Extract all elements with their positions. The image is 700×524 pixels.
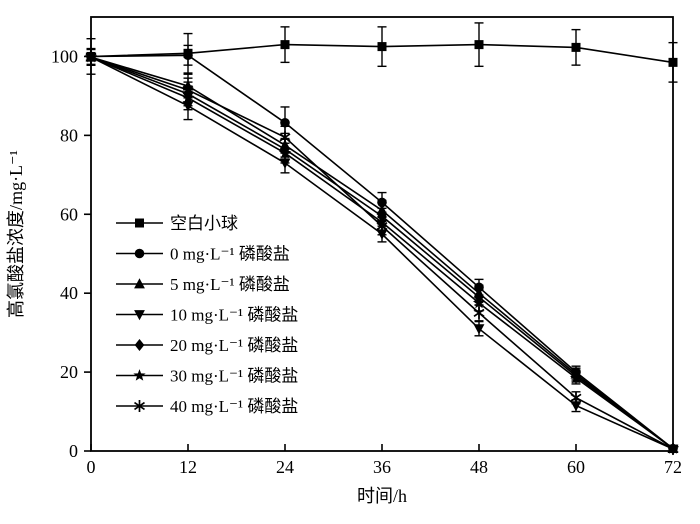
- x-tick-label: 48: [470, 457, 488, 477]
- data-point-marker-square: [571, 42, 581, 52]
- data-point-marker-triangle-up: [134, 278, 145, 289]
- y-tick-label: 40: [60, 283, 78, 303]
- data-point-marker-diamond: [134, 339, 145, 351]
- data-point-marker-square: [280, 40, 290, 50]
- data-point-marker-asterisk: [85, 51, 97, 64]
- y-tick-label: 0: [69, 441, 78, 461]
- legend-label: 5 mg·L⁻¹ 磷酸盐: [170, 275, 290, 294]
- x-axis-label: 时间/h: [357, 486, 407, 506]
- data-point-marker-star: [472, 296, 486, 309]
- legend: 空白小球 0 mg·L⁻¹ 磷酸盐 5 mg·L⁻¹ 磷酸盐 10 mg·L⁻¹ 磷酸…: [116, 214, 298, 416]
- data-point-marker-circle: [280, 117, 290, 128]
- data-point-marker-asterisk: [134, 400, 145, 412]
- x-tick-label: 12: [179, 457, 197, 477]
- data-point-marker-triangle-down: [473, 324, 485, 335]
- legend-label: 0 mg·L⁻¹ 磷酸盐: [170, 245, 290, 264]
- data-point-marker-square: [135, 218, 144, 228]
- legend-item: 40 mg·L⁻¹ 磷酸盐: [116, 397, 298, 416]
- data-point-marker-star: [278, 146, 292, 159]
- y-tick-label: 80: [60, 125, 78, 145]
- data-point-marker-asterisk: [667, 443, 679, 456]
- legend-label: 40 mg·L⁻¹ 磷酸盐: [170, 397, 298, 416]
- legend-item: 0 mg·L⁻¹ 磷酸盐: [116, 245, 290, 264]
- data-point-marker-asterisk: [182, 83, 194, 96]
- data-point-marker-triangle-down: [279, 158, 291, 169]
- x-tick-label: 72: [664, 457, 682, 477]
- legend-item: 10 mg·L⁻¹ 磷酸盐: [116, 306, 298, 325]
- x-tick-label: 36: [373, 457, 391, 477]
- x-tick-label: 60: [567, 457, 585, 477]
- data-point-marker-square: [474, 40, 484, 50]
- data-point-marker-square: [377, 42, 387, 52]
- legend-label: 30 mg·L⁻¹ 磷酸盐: [170, 367, 298, 386]
- data-point-marker-circle: [183, 50, 193, 61]
- legend-item: 5 mg·L⁻¹ 磷酸盐: [116, 275, 290, 294]
- data-point-marker-star: [133, 369, 146, 381]
- data-point-marker-circle: [134, 248, 145, 259]
- y-tick-label: 20: [60, 362, 78, 382]
- y-tick-label: 100: [51, 46, 78, 66]
- y-axis-label: 高氯酸盐浓度/mg·L⁻¹: [6, 150, 26, 318]
- data-point-marker-asterisk: [570, 391, 582, 404]
- data-point-marker-asterisk: [376, 220, 388, 233]
- legend-item: 30 mg·L⁻¹ 磷酸盐: [116, 367, 298, 386]
- y-tick-label: 60: [60, 204, 78, 224]
- data-point-marker-asterisk: [279, 131, 291, 144]
- legend-label: 空白小球: [170, 214, 238, 233]
- x-tick-label: 0: [87, 457, 96, 477]
- legend-label: 10 mg·L⁻¹ 磷酸盐: [170, 306, 298, 325]
- data-point-marker-triangle-down: [134, 310, 145, 321]
- data-point-marker-square: [668, 57, 678, 67]
- data-point-marker-asterisk: [473, 306, 485, 319]
- legend-item: 空白小球: [116, 214, 238, 233]
- legend-item: 20 mg·L⁻¹ 磷酸盐: [116, 336, 298, 355]
- x-tick-label: 24: [276, 457, 294, 477]
- legend-label: 20 mg·L⁻¹ 磷酸盐: [170, 336, 298, 355]
- data-point-marker-star: [569, 371, 583, 384]
